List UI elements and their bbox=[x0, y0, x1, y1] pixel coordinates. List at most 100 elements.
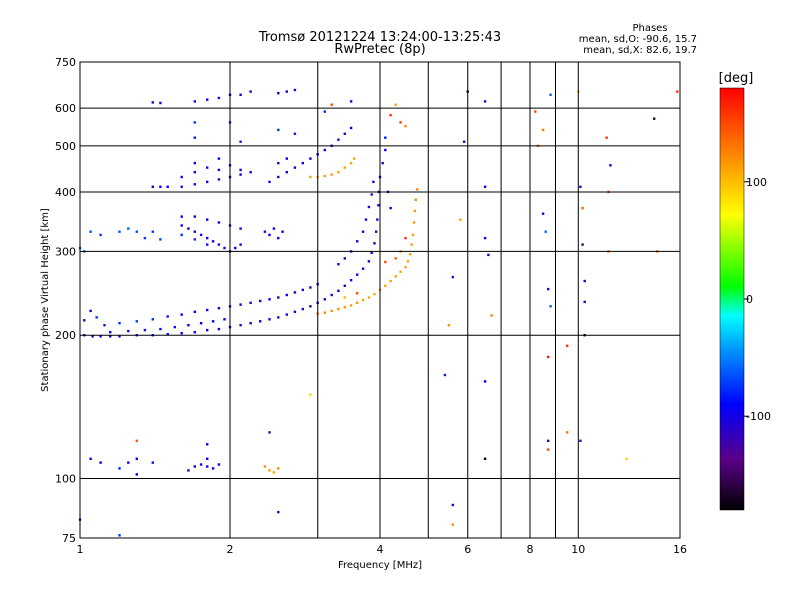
data-point bbox=[217, 327, 221, 331]
data-point bbox=[135, 473, 138, 476]
grid-lines bbox=[80, 62, 680, 538]
data-point bbox=[187, 469, 190, 472]
data-point bbox=[135, 230, 138, 233]
y-tick-label: 300 bbox=[55, 245, 76, 258]
data-point bbox=[412, 221, 416, 224]
data-point bbox=[394, 257, 397, 260]
data-point bbox=[483, 185, 487, 188]
data-point bbox=[389, 113, 392, 117]
data-point bbox=[187, 227, 190, 230]
data-point bbox=[281, 230, 284, 233]
data-point bbox=[544, 230, 547, 233]
data-point bbox=[143, 236, 147, 240]
data-point bbox=[309, 175, 312, 179]
data-point bbox=[410, 243, 413, 246]
data-point bbox=[99, 461, 102, 464]
data-point bbox=[343, 166, 346, 169]
data-point bbox=[409, 253, 412, 256]
x-tick-label: 1 bbox=[77, 543, 84, 556]
data-point bbox=[180, 175, 183, 179]
data-point bbox=[376, 218, 379, 221]
data-point bbox=[399, 270, 402, 273]
data-point bbox=[323, 298, 326, 301]
data-point bbox=[451, 275, 454, 279]
data-point bbox=[676, 90, 679, 93]
data-point bbox=[581, 243, 584, 246]
data-point bbox=[349, 161, 353, 165]
data-point bbox=[89, 457, 92, 460]
data-point bbox=[159, 327, 162, 331]
colorbar bbox=[719, 87, 745, 511]
data-point bbox=[127, 329, 130, 333]
data-point bbox=[159, 101, 162, 105]
data-point bbox=[217, 307, 221, 310]
data-point bbox=[277, 467, 280, 470]
data-point bbox=[451, 523, 454, 526]
data-point bbox=[541, 212, 545, 215]
colorbar-label: [deg] bbox=[719, 71, 754, 86]
data-point bbox=[547, 448, 550, 451]
y-tick-label: 75 bbox=[62, 532, 76, 545]
data-point bbox=[206, 465, 209, 468]
data-point bbox=[337, 171, 340, 174]
data-point bbox=[118, 534, 121, 537]
data-point bbox=[91, 335, 94, 338]
data-point bbox=[447, 324, 451, 327]
x-tick-label: 8 bbox=[527, 543, 534, 556]
data-point bbox=[330, 293, 333, 297]
data-point bbox=[356, 301, 359, 304]
data-point bbox=[268, 298, 271, 301]
data-point bbox=[285, 293, 288, 297]
data-point bbox=[609, 164, 612, 167]
chart-title: Tromsø 20121224 13:24:00-13:25:43 bbox=[258, 30, 501, 45]
data-point bbox=[285, 157, 288, 160]
data-point bbox=[239, 168, 242, 172]
data-point bbox=[173, 325, 176, 329]
data-point bbox=[406, 260, 410, 263]
data-point bbox=[193, 161, 196, 165]
data-point bbox=[375, 230, 378, 233]
data-point bbox=[443, 373, 447, 377]
data-point bbox=[193, 171, 196, 174]
data-point bbox=[135, 439, 138, 442]
plot-frame bbox=[79, 61, 681, 539]
data-point bbox=[534, 110, 537, 113]
data-point bbox=[483, 236, 487, 240]
data-point bbox=[373, 292, 376, 296]
data-point bbox=[361, 267, 365, 270]
data-point bbox=[309, 157, 312, 160]
data-point bbox=[259, 320, 262, 323]
data-point bbox=[187, 324, 190, 327]
data-point bbox=[118, 230, 121, 233]
data-point bbox=[309, 286, 312, 289]
data-point bbox=[277, 161, 280, 165]
data-point bbox=[135, 320, 138, 323]
data-point bbox=[370, 193, 373, 196]
data-point bbox=[211, 240, 215, 243]
data-point bbox=[413, 209, 417, 213]
chart-subtitle: RwPretec (8p) bbox=[334, 42, 425, 57]
data-point bbox=[151, 230, 154, 233]
data-point bbox=[277, 128, 280, 132]
data-point bbox=[217, 243, 221, 246]
data-point bbox=[490, 314, 493, 317]
y-tick-label: 750 bbox=[55, 56, 76, 69]
x-tick-label: 2 bbox=[227, 543, 234, 556]
data-point bbox=[206, 443, 209, 446]
data-point bbox=[384, 260, 387, 264]
data-point bbox=[343, 284, 346, 287]
colorbar-ticks: 100 0 -100 bbox=[744, 176, 771, 423]
data-point bbox=[361, 298, 365, 302]
data-point bbox=[268, 180, 271, 184]
data-point bbox=[89, 309, 92, 313]
data-point bbox=[206, 166, 209, 169]
data-point bbox=[217, 463, 221, 466]
data-point bbox=[193, 215, 196, 218]
data-point bbox=[394, 103, 397, 106]
data-point bbox=[356, 292, 359, 295]
data-point bbox=[349, 126, 353, 130]
data-point bbox=[579, 439, 582, 442]
data-point bbox=[384, 284, 387, 287]
data-point bbox=[99, 233, 102, 237]
data-point bbox=[337, 138, 340, 141]
